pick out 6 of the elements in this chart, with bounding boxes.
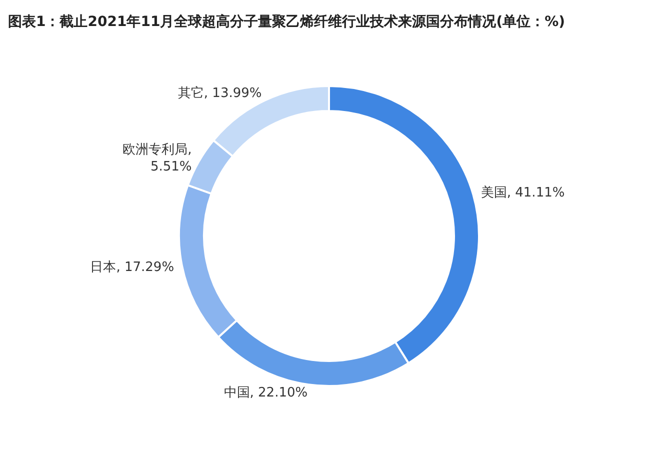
slice-label: 日本, 17.29% xyxy=(90,260,174,275)
slice-label: 中国, 22.10% xyxy=(224,385,308,400)
chart-title: 图表1：截止2021年11月全球超高分子量聚乙烯纤维行业技术来源国分布情况(单位：%) xyxy=(8,12,566,32)
slice-label: 美国, 41.11% xyxy=(480,184,565,200)
slice-label: 其它, 13.99% xyxy=(178,84,262,101)
slice-label: 欧洲专利局, 5.51% xyxy=(122,142,192,174)
